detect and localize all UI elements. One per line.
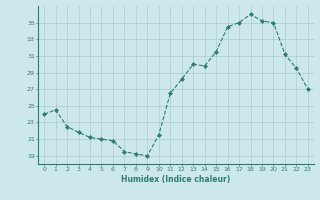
X-axis label: Humidex (Indice chaleur): Humidex (Indice chaleur) — [121, 175, 231, 184]
